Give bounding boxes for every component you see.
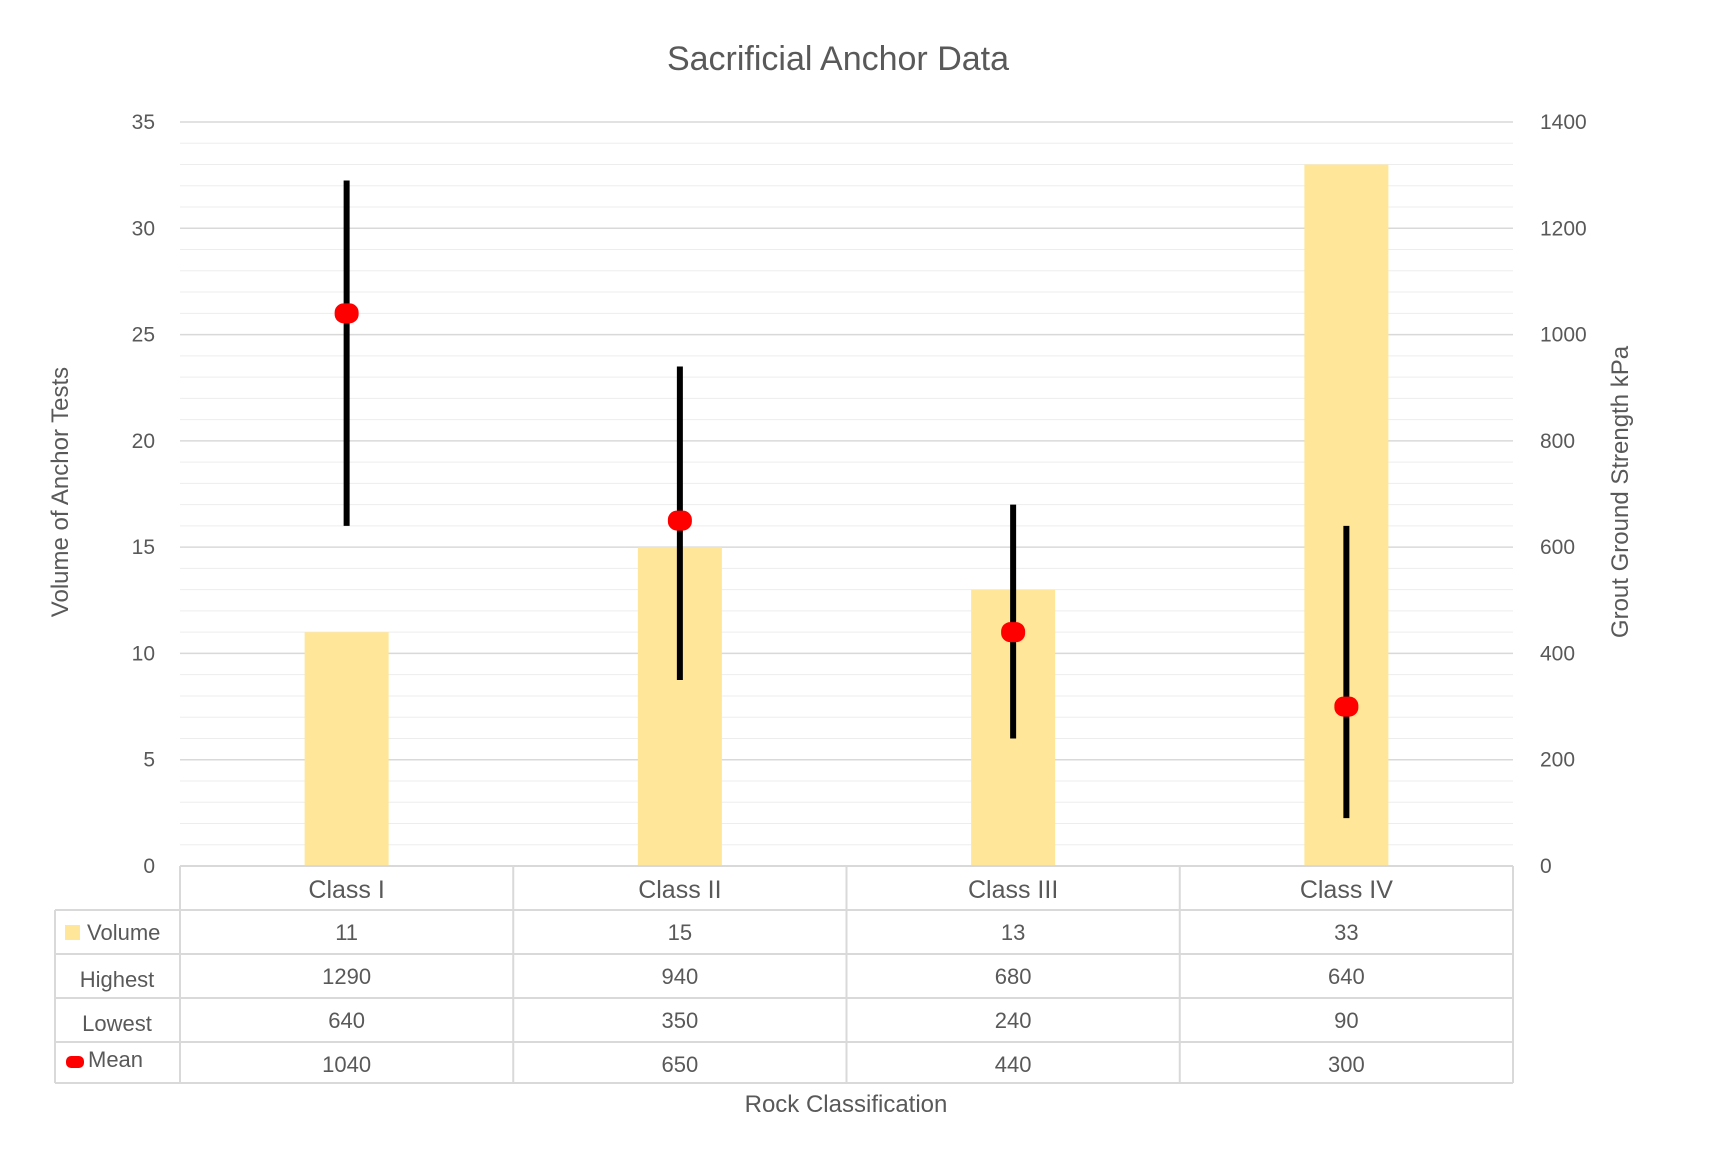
row-label-volume: Volume: [87, 920, 160, 945]
mean-marker: [1001, 622, 1026, 643]
y-tick-label: 15: [132, 536, 155, 559]
y2-tick-label: 600: [1540, 536, 1575, 559]
category-label: Class II: [638, 876, 721, 904]
table-cell: 300: [1328, 1052, 1365, 1077]
table-cell: 11: [335, 920, 358, 945]
y2-tick-label: 400: [1540, 642, 1575, 665]
table-cell: 680: [995, 964, 1032, 989]
y2-tick-label: 1400: [1540, 111, 1587, 134]
mean-marker: [667, 510, 692, 531]
y-tick-label: 25: [132, 324, 155, 347]
y-tick-label: 10: [132, 642, 155, 665]
table-cell: 13: [1001, 920, 1025, 945]
chart-title: Sacrificial Anchor Data: [667, 40, 1009, 78]
volume-bars: [304, 164, 1389, 866]
table-cell: 940: [662, 964, 699, 989]
row-label-highest: Highest: [80, 967, 155, 992]
table-cell: 1040: [322, 1052, 371, 1077]
category-label: Class I: [308, 876, 384, 904]
y-tick-label: 0: [143, 855, 155, 878]
y2-tick-label: 800: [1540, 430, 1575, 453]
table-cell: 90: [1334, 1008, 1358, 1033]
table-cell: 650: [662, 1052, 699, 1077]
table-cell: 33: [1334, 920, 1358, 945]
mean-legend-key: [66, 1056, 84, 1068]
y2-tick-label: 1200: [1540, 217, 1587, 240]
table-cell: 640: [1328, 964, 1365, 989]
table-cell: 640: [328, 1008, 365, 1033]
y2-tick-label: 200: [1540, 749, 1575, 772]
mean-marker: [334, 303, 359, 324]
volume-bar: [304, 632, 389, 866]
category-label: Class IV: [1300, 876, 1393, 904]
y-axis-title: Volume of Anchor Tests: [47, 367, 74, 617]
category-label: Class III: [968, 876, 1058, 904]
y-tick-label: 30: [132, 217, 155, 240]
y2-axis-title: Grout Ground Strength kPa: [1607, 345, 1634, 638]
y2-axis-ticks: 0 200 400 600 800 1000 1200 1400: [1540, 111, 1587, 878]
mean-marker: [1334, 696, 1359, 717]
table-cell: 350: [662, 1008, 699, 1033]
mean-markers: [334, 303, 1359, 717]
volume-legend-key: [65, 925, 80, 940]
table-cell: 440: [995, 1052, 1032, 1077]
gridlines: [180, 121, 1513, 867]
y-tick-label: 5: [143, 749, 155, 772]
y-tick-label: 35: [132, 111, 155, 134]
table-cell: 15: [668, 920, 692, 945]
data-table: Class I Class II Class III Class IV Volume 11…: [54, 865, 1514, 1084]
table-cell: 1290: [322, 964, 371, 989]
row-label-mean: Mean: [88, 1047, 143, 1072]
table-cell: 240: [995, 1008, 1032, 1033]
row-label-lowest: Lowest: [82, 1011, 152, 1036]
x-axis-title: Rock Classification: [745, 1091, 948, 1118]
strength-range-bars: [343, 180, 1350, 819]
y-axis-ticks: 0 5 10 15 20 25 30 35: [132, 111, 155, 878]
y2-tick-label: 0: [1540, 855, 1552, 878]
y-tick-label: 20: [132, 430, 155, 453]
y2-tick-label: 1000: [1540, 324, 1587, 347]
